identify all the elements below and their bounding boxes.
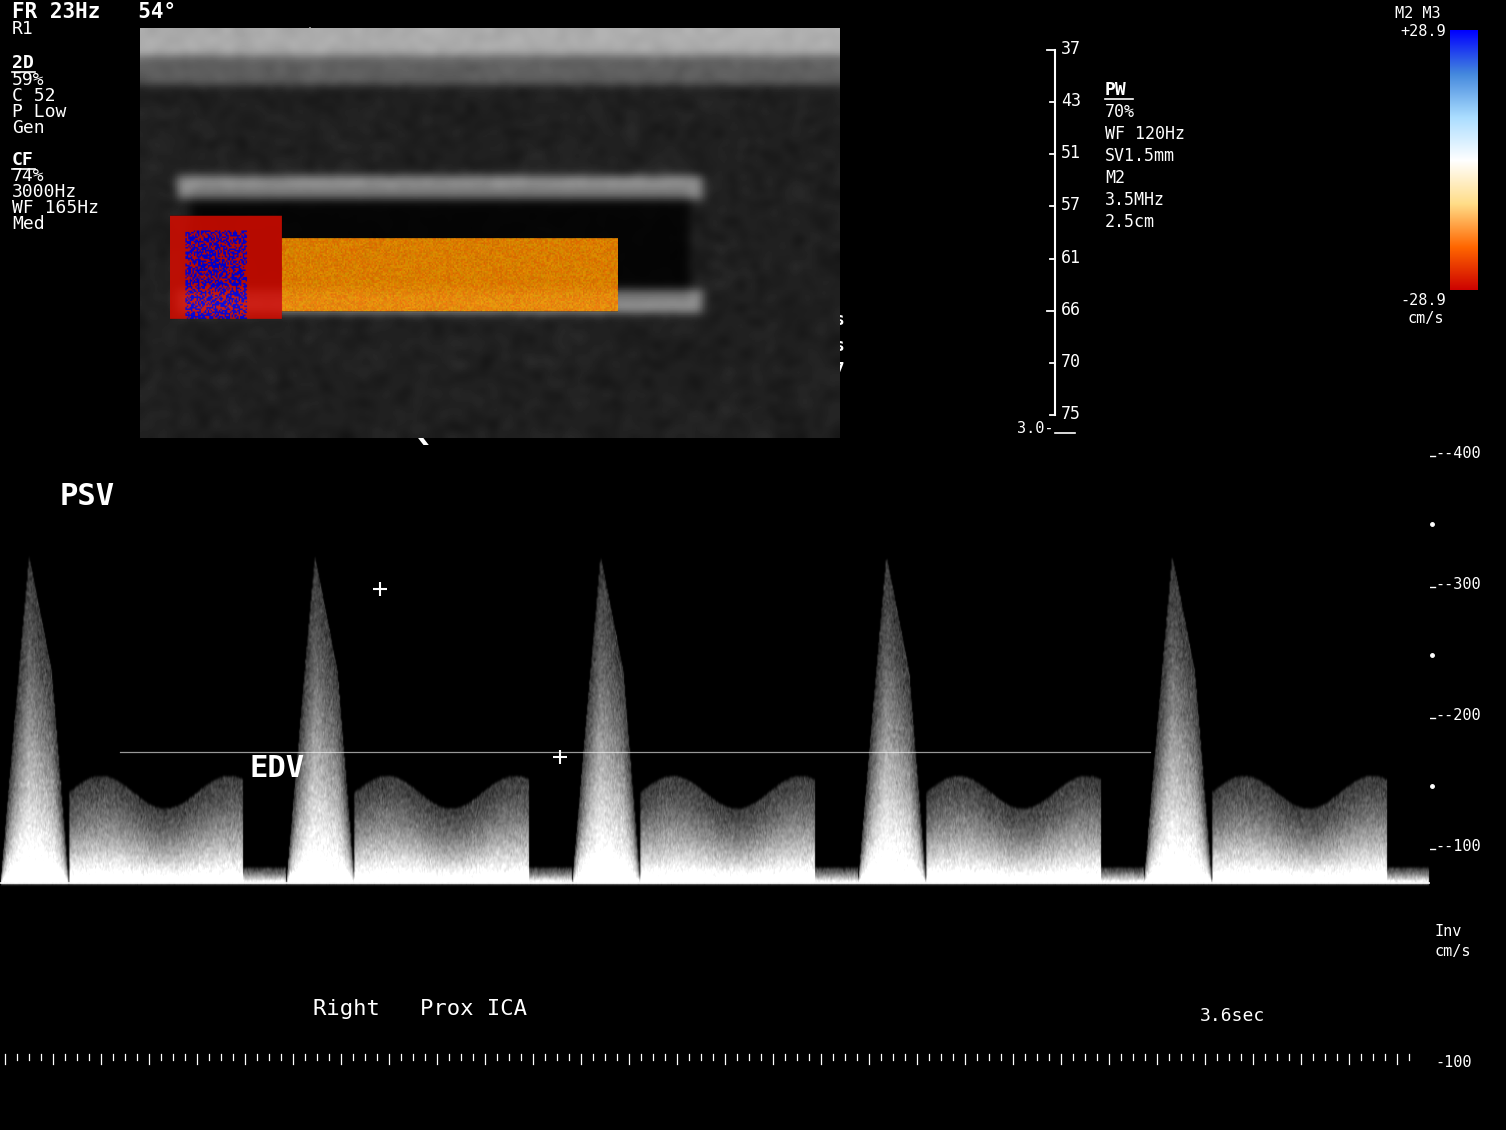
Text: + PSV   -323 cm/s: + PSV -323 cm/s	[660, 311, 845, 329]
Text: P Low: P Low	[12, 103, 66, 121]
Text: 3.6sec: 3.6sec	[1200, 1008, 1265, 1025]
Text: M2: M2	[1105, 170, 1125, 186]
Text: --400: --400	[1435, 446, 1480, 461]
Text: cm/s: cm/s	[1408, 311, 1444, 325]
Text: 37: 37	[1062, 40, 1081, 58]
Text: 70%: 70%	[1105, 103, 1136, 121]
Text: RI         0.67: RI 0.67	[660, 360, 845, 379]
Text: Gen: Gen	[12, 119, 45, 137]
Text: 66: 66	[1062, 301, 1081, 319]
Text: 59%: 59%	[12, 71, 45, 89]
Text: 75: 75	[1062, 405, 1081, 423]
Text: 3.0-: 3.0-	[1017, 421, 1054, 436]
Text: 2D: 2D	[12, 54, 33, 72]
Text: FR 23Hz   54°: FR 23Hz 54°	[12, 2, 176, 21]
Text: 43: 43	[1062, 93, 1081, 110]
Text: +28.9: +28.9	[1401, 24, 1446, 40]
Text: Med: Med	[12, 215, 45, 233]
Text: C 52: C 52	[12, 87, 56, 105]
Text: Right   Prox ICA: Right Prox ICA	[313, 999, 527, 1019]
Text: R1: R1	[12, 20, 33, 38]
Text: --200: --200	[1435, 709, 1480, 723]
Text: M2 M3: M2 M3	[1395, 6, 1441, 21]
Text: cm/s: cm/s	[1435, 944, 1471, 959]
Text: EDV   -105 cm/s: EDV -105 cm/s	[660, 336, 845, 354]
Text: PW: PW	[1105, 81, 1126, 99]
Text: WF 165Hz: WF 165Hz	[12, 199, 99, 217]
Text: CF: CF	[12, 151, 33, 170]
Text: WF 120Hz: WF 120Hz	[1105, 125, 1185, 144]
Text: 3000Hz: 3000Hz	[12, 183, 77, 201]
Text: 74%: 74%	[12, 167, 45, 185]
Text: SV1.5mm: SV1.5mm	[1105, 147, 1175, 165]
Text: 70: 70	[1062, 353, 1081, 371]
Text: 57: 57	[1062, 197, 1081, 215]
Text: 2.5cm: 2.5cm	[1105, 212, 1155, 231]
Text: 61: 61	[1062, 249, 1081, 267]
Text: EDV: EDV	[250, 754, 306, 783]
Text: --100: --100	[1435, 840, 1480, 854]
Text: 51: 51	[1062, 145, 1081, 163]
Text: 3.5MHz: 3.5MHz	[1105, 191, 1166, 209]
Text: P: P	[250, 50, 259, 64]
Text: -28.9: -28.9	[1401, 293, 1446, 308]
Text: PSV: PSV	[60, 483, 114, 511]
Text: -100: -100	[1435, 1055, 1471, 1070]
Circle shape	[239, 37, 270, 67]
Text: --300: --300	[1435, 577, 1480, 592]
Text: Inv: Inv	[1435, 924, 1462, 939]
